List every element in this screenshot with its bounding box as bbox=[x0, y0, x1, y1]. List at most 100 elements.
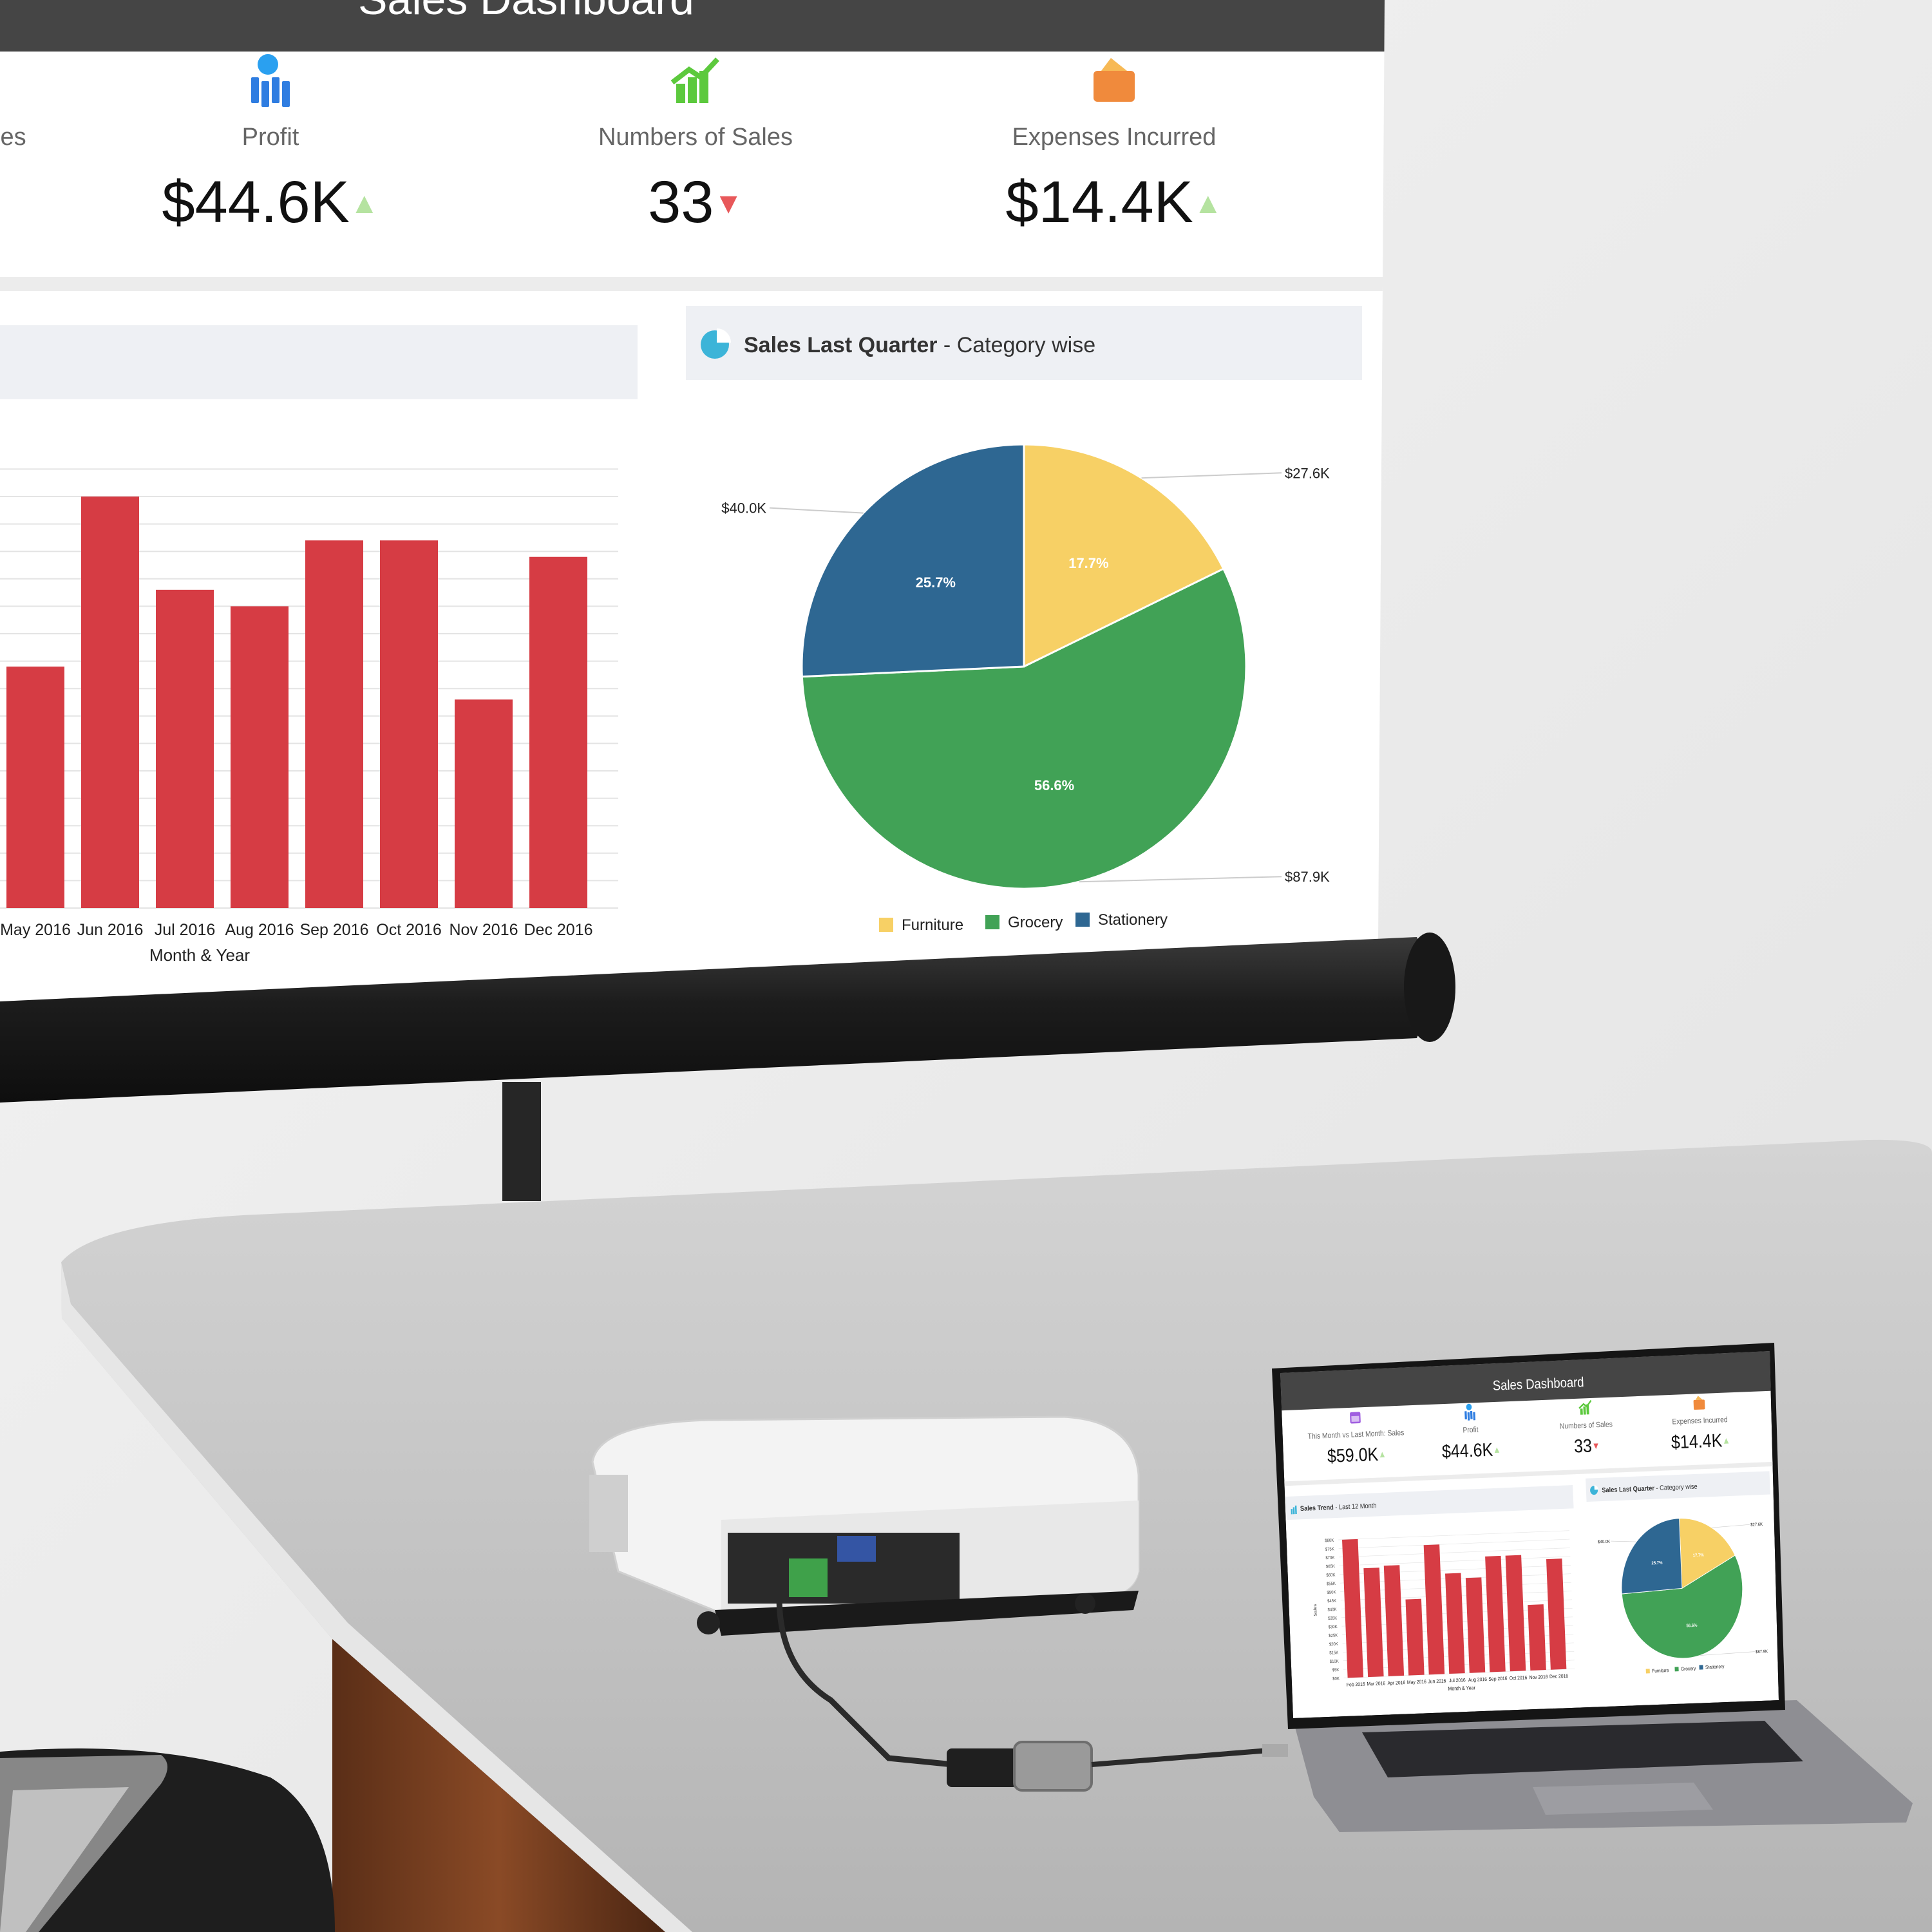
y-tick-label: $70K bbox=[1325, 1555, 1335, 1560]
legend-item[interactable]: Furniture bbox=[1645, 1668, 1669, 1674]
x-tick-label: Dec 2016 bbox=[1549, 1672, 1568, 1680]
pie-chart: 17.7% $27.6K 56.6% $87.9K 25.7% $40.0K bbox=[1598, 1518, 1768, 1659]
bar-panel-header bbox=[0, 325, 638, 399]
x-axis-label: Month & Year bbox=[149, 945, 250, 965]
y-tick-label: $35K bbox=[1328, 1616, 1338, 1621]
bar-chart-icon bbox=[1291, 1505, 1297, 1515]
wallet-icon bbox=[1094, 58, 1135, 102]
projector-screen: Sales Dashboard This Month vs Last Month:… bbox=[0, 0, 1455, 1201]
x-tick-label: Aug 2016 bbox=[1468, 1676, 1487, 1683]
gridline bbox=[1339, 1556, 1571, 1566]
y-tick-label: $0K bbox=[1332, 1676, 1340, 1681]
legend-item[interactable]: Stationery bbox=[1699, 1664, 1725, 1671]
pie-slice bbox=[1679, 1518, 1736, 1589]
x-tick-label: Oct 2016 bbox=[1510, 1674, 1528, 1681]
roller-end-cap bbox=[1404, 933, 1455, 1042]
kpi-value: 33▼ bbox=[1573, 1434, 1600, 1457]
kpi-card: Expenses Incurred $14.4K▲ bbox=[1671, 1396, 1730, 1453]
screen-roller bbox=[0, 937, 1428, 1103]
pie-legend: Furniture Grocery Stationery bbox=[879, 911, 1168, 934]
kpi-card: Numbers of Sales 33▼ bbox=[1560, 1399, 1613, 1457]
y-tick-label: $5K bbox=[1332, 1668, 1340, 1673]
x-tick-label: Feb 2016 bbox=[1347, 1681, 1365, 1688]
pie-value-label: $40.0K bbox=[1598, 1539, 1611, 1544]
pie-panel-header bbox=[1586, 1471, 1770, 1502]
legend-label: Furniture bbox=[902, 916, 963, 934]
x-tick-label: Sep 2016 bbox=[1488, 1675, 1507, 1682]
gridline bbox=[1338, 1530, 1569, 1540]
profit-chart-icon bbox=[251, 54, 290, 107]
y-tick-label: $65K bbox=[1326, 1564, 1336, 1569]
bar bbox=[231, 606, 289, 908]
kpi-label: Numbers of Sales bbox=[598, 124, 793, 151]
kpi-value-text: 33 bbox=[648, 169, 714, 235]
laptop-trackpad bbox=[1533, 1783, 1713, 1815]
pie-leader-line bbox=[1711, 1524, 1750, 1528]
kpi-label: Expenses Incurred bbox=[1012, 124, 1217, 151]
y-tick-label: $60K bbox=[1326, 1573, 1336, 1578]
kpi-value-text: $44.6K bbox=[1441, 1439, 1493, 1462]
bar bbox=[1342, 1539, 1364, 1678]
screen-stand-pole bbox=[502, 1082, 541, 1201]
y-tick-label: $15K bbox=[1329, 1651, 1339, 1656]
pie-leader-line bbox=[1700, 1651, 1755, 1656]
trend-up-icon: ▲ bbox=[1193, 186, 1223, 220]
pie-percent-label: 17.7% bbox=[1693, 1553, 1704, 1558]
bar bbox=[305, 540, 363, 908]
pie-value-label: $40.0K bbox=[721, 500, 766, 516]
kpi-card: Expenses Incurred $14.4K▲ bbox=[1005, 58, 1223, 235]
pie-chart-icon bbox=[1590, 1485, 1598, 1495]
pie-slice bbox=[800, 443, 1025, 678]
pie-leader-line bbox=[769, 507, 864, 514]
y-tick-label: $80K bbox=[1325, 1539, 1334, 1544]
kpi-divider bbox=[1280, 1461, 1779, 1487]
pie-percent-label: 56.6% bbox=[1686, 1623, 1697, 1628]
legend-item[interactable]: Stationery bbox=[1075, 911, 1168, 929]
x-tick-label: Oct 2016 bbox=[376, 921, 441, 939]
kpi-label: This Month vs Last Month: Sales bbox=[0, 124, 26, 151]
bar-panel-title: Sales Trend - Last 12 Month bbox=[1300, 1502, 1377, 1513]
legend-item[interactable]: Furniture bbox=[879, 916, 963, 934]
x-tick-label: Jul 2016 bbox=[155, 921, 216, 939]
x-tick-label: Apr 2016 bbox=[1387, 1680, 1405, 1687]
pie-percent-label: 25.7% bbox=[916, 574, 956, 591]
video-cable bbox=[776, 1596, 954, 1768]
bar bbox=[1465, 1577, 1486, 1673]
dashboard-title: Sales Dashboard bbox=[358, 0, 694, 24]
laptop-keyboard bbox=[1362, 1721, 1803, 1777]
kpi-value: $44.6K▲ bbox=[1441, 1438, 1501, 1462]
bar bbox=[81, 497, 139, 908]
y-tick-label: $25K bbox=[1329, 1633, 1338, 1638]
trend-down-icon: ▼ bbox=[1592, 1441, 1600, 1452]
bar bbox=[156, 589, 214, 908]
legend-label: Furniture bbox=[1652, 1669, 1669, 1674]
y-tick-label: $10K bbox=[1330, 1659, 1340, 1664]
gridline bbox=[1338, 1539, 1570, 1549]
bar bbox=[455, 699, 513, 908]
pie-panel-title: Sales Last Quarter - Category wise bbox=[1602, 1483, 1698, 1495]
kpi-value-text: $14.4K bbox=[1005, 169, 1193, 235]
legend-item[interactable]: Grocery bbox=[985, 914, 1063, 931]
x-tick-label: Aug 2016 bbox=[225, 921, 294, 939]
pie-percent-label: 56.6% bbox=[1034, 777, 1074, 793]
projected-dashboard: Sales Dashboard This Month vs Last Month:… bbox=[0, 0, 1385, 965]
legend-item[interactable]: Grocery bbox=[1674, 1666, 1696, 1672]
x-tick-label: Dec 2016 bbox=[524, 921, 592, 939]
trend-up-icon: ▲ bbox=[1493, 1444, 1501, 1455]
bar bbox=[1423, 1544, 1445, 1675]
legend-label: Grocery bbox=[1008, 914, 1063, 931]
kpi-label: Profit bbox=[1463, 1426, 1479, 1435]
vga-connector bbox=[947, 1748, 1018, 1787]
bar bbox=[1405, 1598, 1425, 1676]
bar-chart: $0K $5K $10K $15K $20K $25K $30K $35K $40K $45K $5… bbox=[1313, 1530, 1575, 1692]
bar bbox=[1445, 1573, 1465, 1674]
y-tick-label: $30K bbox=[1329, 1625, 1338, 1630]
x-axis-label: Month & Year bbox=[1448, 1685, 1475, 1692]
y-tick-label: $75K bbox=[1325, 1547, 1335, 1552]
pie-value-label: $87.9K bbox=[1756, 1649, 1768, 1654]
header-bar bbox=[0, 0, 1385, 52]
legend-label: Grocery bbox=[1681, 1667, 1696, 1672]
pie-value-label: $27.6K bbox=[1750, 1522, 1763, 1528]
kpi-label: This Month vs Last Month: Sales bbox=[1307, 1429, 1405, 1441]
